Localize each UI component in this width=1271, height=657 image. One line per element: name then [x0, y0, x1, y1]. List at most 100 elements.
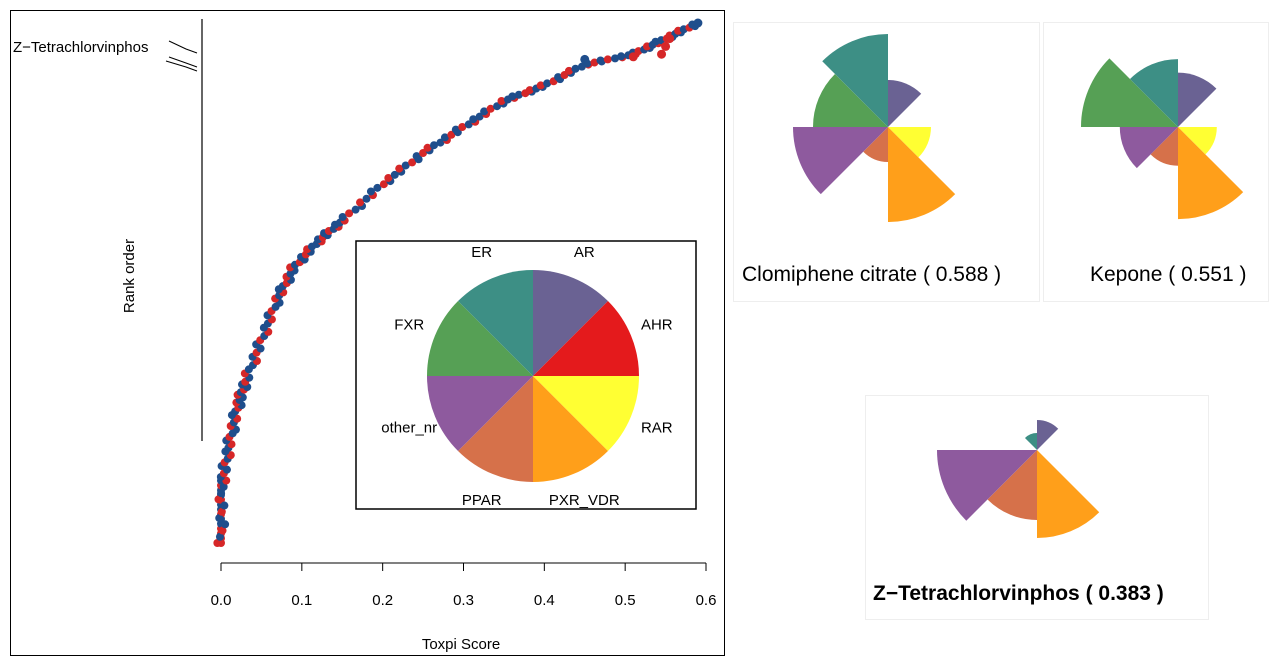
score-point [221, 520, 230, 529]
tetrachlorvinphos-rose-chart [937, 420, 1100, 538]
rose-slice-pxr-vdr [1178, 127, 1244, 220]
score-point [665, 34, 675, 44]
score-point [543, 79, 552, 88]
score-point [525, 86, 534, 95]
score-point [617, 52, 626, 61]
y-axis-label: Rank order [121, 239, 138, 313]
rose-slice-rar [1178, 127, 1217, 155]
clomiphene-rose-chart [793, 34, 956, 222]
score-point [590, 58, 599, 67]
clomiphene-name: Clomiphene citrate [742, 263, 918, 286]
tetrachlorvinphos-score: ( 0.383 ) [1085, 582, 1164, 605]
score-point [366, 187, 375, 196]
rose-slice-ar [1037, 420, 1059, 450]
legend-label: ER [471, 244, 492, 261]
legend-slice-ppar [458, 376, 533, 482]
rose-slice-rar [888, 127, 931, 158]
x-tick-label: 0.6 [696, 592, 717, 609]
rose-slice-fxr [813, 73, 888, 127]
score-point [580, 54, 590, 64]
rose-slice-ar [1178, 72, 1217, 127]
score-point [661, 41, 671, 51]
score-point [436, 138, 445, 147]
score-point [475, 112, 484, 121]
score-point [218, 526, 227, 535]
legend-label: PXR_VDR [549, 492, 620, 509]
score-point [408, 158, 417, 167]
score-point [338, 212, 347, 221]
score-point [486, 104, 495, 113]
score-point [384, 173, 393, 182]
score-point [345, 209, 354, 218]
legend-slice-other-nr [427, 376, 533, 451]
scatter-points [213, 18, 703, 547]
score-point [480, 107, 489, 116]
score-point [571, 64, 580, 73]
tetrachlorvinphos-name: Z−Tetrachlorvinphos [873, 582, 1080, 605]
annotation-leader-lines [165, 40, 198, 72]
x-tick-label: 0.4 [534, 592, 555, 609]
score-point [351, 205, 360, 214]
score-point [423, 143, 432, 152]
score-point [401, 161, 410, 170]
score-point [536, 81, 545, 90]
score-point [514, 90, 523, 99]
toxpi-rank-plot: Rank order 0.0 0.1 0.2 0.3 0.4 0.5 0.6 Toxpi Sco… [10, 10, 725, 656]
score-point [356, 198, 365, 207]
legend-slice-ahr [533, 301, 639, 376]
score-point [564, 66, 573, 75]
score-point [611, 54, 620, 63]
rose-slice-ppar [863, 127, 888, 162]
legend-label: AR [574, 244, 595, 261]
score-point [596, 56, 605, 65]
score-point [379, 180, 388, 189]
score-point [412, 152, 421, 161]
score-point [429, 141, 438, 150]
score-point [219, 482, 228, 491]
score-point [603, 55, 612, 64]
legend-label: RAR [641, 419, 673, 436]
rose-slice-ar [888, 80, 922, 127]
legend-slice-rar [533, 376, 639, 451]
rose-slice-other-nr [937, 450, 1037, 521]
score-point [419, 149, 428, 157]
compound-annotation: Z−Tetrachlorvinphos [13, 39, 148, 56]
score-point [508, 92, 517, 101]
score-point [440, 133, 449, 142]
score-point [217, 507, 226, 516]
kepone-rose-panel: Kepone ( 0.551 ) [1043, 22, 1269, 302]
score-point [657, 49, 667, 59]
score-point [213, 539, 222, 547]
score-point [215, 532, 224, 541]
rose-slice-er [822, 34, 888, 127]
score-point [395, 164, 404, 173]
score-point [215, 514, 224, 523]
rose-slice-other-nr [1119, 127, 1178, 169]
score-point [497, 97, 506, 105]
score-point [362, 194, 371, 203]
score-point [447, 130, 456, 139]
x-tick-label: 0.0 [211, 592, 232, 609]
score-point [628, 52, 638, 62]
score-point [217, 489, 226, 498]
rose-slice-pxr-vdr [888, 127, 956, 222]
kepone-caption: Kepone ( 0.551 ) [1090, 263, 1246, 287]
score-point [214, 495, 223, 504]
tetrachlorvinphos-rose-panel: Z−Tetrachlorvinphos ( 0.383 ) [865, 395, 1209, 620]
clomiphene-score: ( 0.588 ) [922, 263, 1002, 286]
legend-slice-ar [533, 270, 608, 376]
score-point [693, 18, 703, 28]
kepone-name: Kepone [1090, 263, 1163, 286]
rose-slice-fxr [1081, 58, 1178, 127]
rose-slice-ppar [987, 450, 1037, 520]
x-axis-label: Toxpi Score [422, 636, 500, 653]
legend-label: PPAR [462, 492, 502, 509]
score-point [554, 73, 563, 82]
score-point [373, 183, 382, 192]
score-point [464, 120, 473, 129]
score-point [469, 115, 478, 124]
kepone-score: ( 0.551 ) [1168, 263, 1247, 286]
rose-slice-ppar [1150, 127, 1178, 166]
legend-label: AHR [641, 317, 673, 334]
x-tick-label: 0.2 [372, 592, 393, 609]
